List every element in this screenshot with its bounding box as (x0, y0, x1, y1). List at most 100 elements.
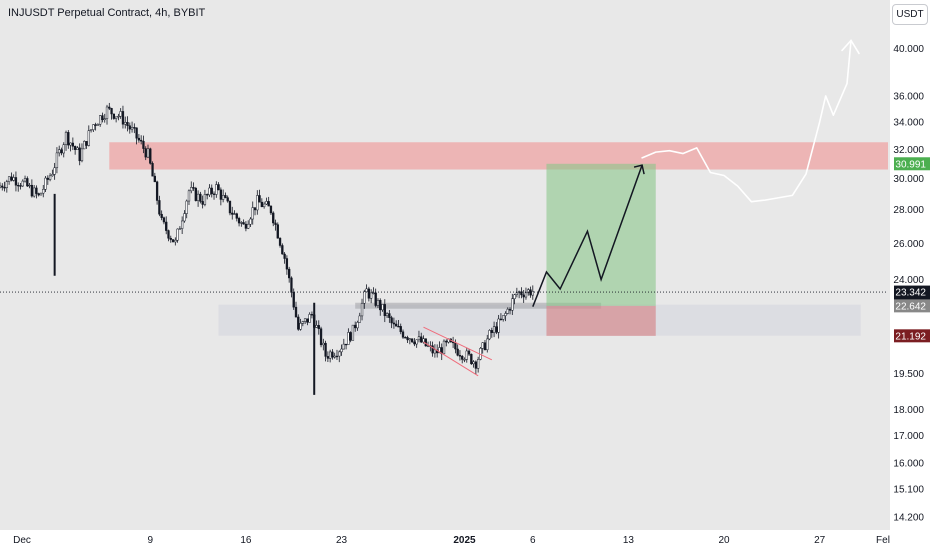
candle-body (465, 350, 468, 360)
candle-body (363, 291, 366, 304)
candle-body (26, 178, 29, 187)
candle-body (108, 106, 111, 109)
sketch-path (641, 39, 852, 203)
candle-body (21, 180, 24, 187)
candle-body (14, 177, 18, 186)
candle-body (130, 127, 134, 130)
candle-body (83, 141, 86, 150)
candle-body (294, 306, 298, 318)
price-tick-label: 19.500 (893, 369, 924, 380)
price-tick-label: 36.000 (893, 91, 924, 102)
candle-body (483, 342, 487, 351)
candle-body (513, 294, 516, 300)
time-tick-label: 13 (623, 535, 635, 546)
sketch-arrowhead (841, 39, 860, 55)
candle-body (260, 201, 263, 208)
candle-body (46, 177, 49, 180)
candle-body (481, 342, 484, 349)
candle-body (249, 218, 252, 225)
candle-body (492, 326, 496, 333)
candle-body (281, 245, 284, 255)
candle-body (256, 195, 259, 211)
candle-body (7, 176, 11, 182)
price-tick-label: 34.000 (893, 117, 924, 128)
support-zone (218, 304, 861, 336)
candle-body (60, 149, 63, 154)
candle-body (251, 207, 254, 220)
candle-body (454, 342, 457, 350)
candle-body (105, 106, 109, 119)
candle-body (244, 223, 248, 229)
candle-body (463, 359, 466, 361)
time-tick-label: 6 (530, 535, 536, 546)
candle-body (240, 222, 243, 224)
candle-body (342, 343, 345, 350)
candle-body (140, 139, 143, 142)
time-axis[interactable] (0, 530, 932, 550)
candle-body (388, 313, 391, 318)
candle-body (303, 318, 307, 322)
candle-body (515, 292, 519, 295)
candle-body (117, 115, 120, 118)
candle-body (351, 324, 355, 341)
candle-body (155, 181, 159, 201)
candle-body (235, 213, 238, 219)
candle-body (208, 187, 211, 196)
candle-body (472, 361, 475, 365)
currency-unit-button[interactable]: USDT (892, 4, 928, 25)
price-label-box (894, 329, 930, 343)
time-tick-label: 23 (336, 535, 348, 546)
candle-body (431, 345, 434, 354)
candle-body (404, 337, 407, 339)
candle-body (203, 194, 207, 205)
candle-body (445, 340, 448, 343)
candle-body (506, 308, 509, 314)
candle-body (135, 127, 138, 139)
candle-body (149, 148, 152, 164)
candle-body (231, 212, 234, 215)
candle-body (397, 325, 400, 328)
candle-body (356, 322, 359, 329)
candle-body (278, 237, 282, 246)
candle-body (349, 332, 352, 341)
projection-arrowhead (633, 164, 645, 175)
price-label-text: 23.342 (895, 288, 926, 299)
candle-body (292, 292, 295, 308)
candle-body (194, 187, 197, 201)
price-axis[interactable] (890, 0, 932, 530)
candle-body (181, 220, 184, 229)
candle-body (94, 124, 97, 126)
candle-body (153, 175, 156, 183)
candle-body (89, 129, 93, 131)
price-label-box (894, 299, 930, 313)
candle-body (92, 124, 95, 130)
candle-body (126, 122, 129, 126)
candle-body (183, 213, 186, 222)
price-tick-label: 18.000 (893, 405, 924, 416)
price-label-box (894, 157, 930, 171)
candle-body (221, 195, 225, 200)
candle-body (258, 195, 261, 203)
candle-body (520, 291, 523, 296)
candle-body (10, 176, 13, 181)
candle-body (128, 125, 131, 130)
candle-body (58, 149, 61, 154)
candle-body (324, 342, 327, 357)
wedge-line (423, 341, 479, 377)
candle-body (470, 353, 473, 365)
candle-body (477, 359, 480, 369)
time-tick-label: 20 (718, 535, 730, 546)
price-tick-label: 17.000 (893, 431, 924, 442)
time-tick-label: Dec (13, 535, 31, 546)
candle-body (310, 314, 314, 316)
candle-body (360, 302, 364, 317)
candle-body (265, 201, 268, 205)
candle-body (333, 355, 336, 358)
candle-body (160, 213, 163, 218)
candle-body (420, 336, 423, 343)
time-tick-label: 9 (147, 535, 153, 546)
candle-body (178, 228, 182, 230)
projection-path (532, 164, 643, 307)
candle-body (369, 292, 373, 299)
